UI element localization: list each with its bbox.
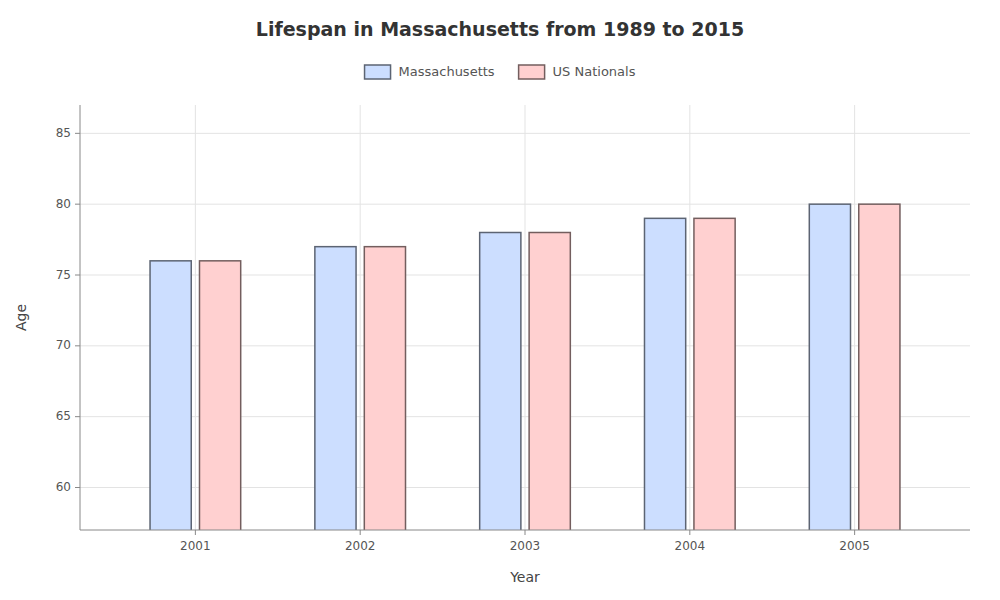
- y-tick: [75, 133, 80, 134]
- bar: [529, 233, 570, 531]
- title: Lifespan in Massachusetts from 1989 to 2…: [256, 18, 744, 40]
- x-tick: [689, 530, 690, 535]
- x-axis-label: Year: [509, 569, 540, 585]
- x-grid-line: [360, 105, 361, 530]
- chart-container: 60 65 70 75 80 85 2001 2002 2003 2004 2005 Year Age L…: [0, 0, 1000, 600]
- y-tick-label: 60: [56, 480, 71, 494]
- x-grid-line: [525, 105, 526, 530]
- y-tick-label: 85: [56, 126, 71, 140]
- axes: 60 65 70 75 80 85 2001 2002 2003 2004 2005: [56, 105, 970, 553]
- bar: [150, 261, 191, 530]
- x-tick-label: 2004: [675, 539, 706, 553]
- bar: [859, 204, 900, 530]
- bar: [364, 247, 405, 530]
- y-axis-label: Age: [13, 304, 29, 331]
- bar: [199, 261, 240, 530]
- y-axis-line: [80, 105, 81, 530]
- y-tick: [75, 416, 80, 417]
- y-tick-label: 65: [56, 409, 71, 423]
- bar: [809, 204, 850, 530]
- y-tick: [75, 275, 80, 276]
- legend-label: US Nationals: [553, 64, 636, 79]
- y-tick: [75, 345, 80, 346]
- legend: Massachusetts US Nationals: [365, 64, 636, 80]
- bar: [644, 218, 685, 530]
- y-tick-label: 75: [56, 268, 71, 282]
- legend-swatch: [519, 65, 545, 79]
- legend-label: Massachusetts: [399, 64, 495, 79]
- bar: [480, 233, 521, 531]
- legend-swatch: [365, 65, 391, 79]
- y-tick: [75, 487, 80, 488]
- x-tick: [854, 530, 855, 535]
- chart-svg: 60 65 70 75 80 85 2001 2002 2003 2004 2005 Year Age L…: [0, 0, 1000, 600]
- x-grid-line: [195, 105, 196, 530]
- x-tick-label: 2005: [839, 539, 870, 553]
- x-tick-label: 2003: [510, 539, 541, 553]
- bar: [694, 218, 735, 530]
- x-tick-label: 2002: [345, 539, 376, 553]
- x-grid-line: [854, 105, 855, 530]
- bar: [315, 247, 356, 530]
- x-tick: [195, 530, 196, 535]
- y-tick: [75, 204, 80, 205]
- y-tick-label: 80: [56, 197, 71, 211]
- bars: [150, 204, 900, 530]
- x-tick: [360, 530, 361, 535]
- x-grid-line: [689, 105, 690, 530]
- x-tick-label: 2001: [180, 539, 211, 553]
- x-tick: [525, 530, 526, 535]
- y-tick-label: 70: [56, 338, 71, 352]
